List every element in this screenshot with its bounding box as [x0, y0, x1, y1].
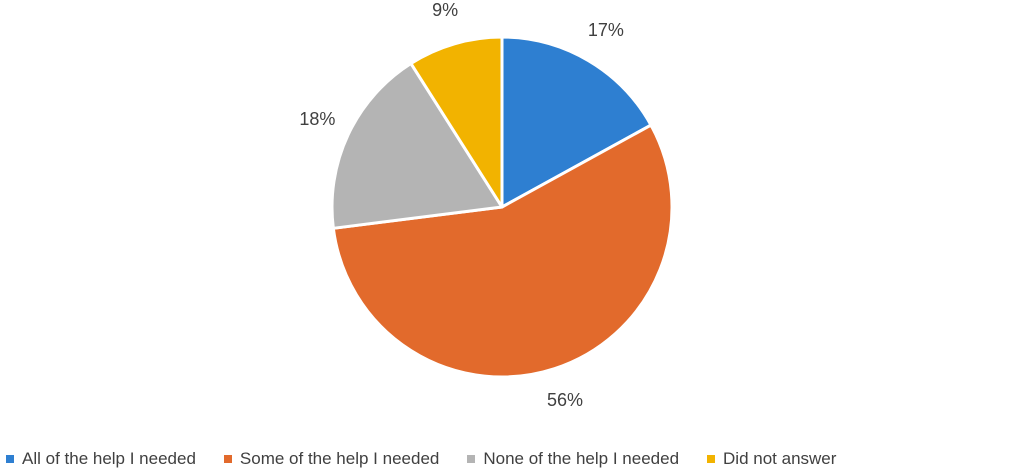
legend-label: All of the help I needed	[22, 449, 196, 468]
data-label-some-of-the-help-i-needed: 56%	[547, 390, 583, 410]
pie-labels: 17% 56% 18% 9%	[299, 0, 623, 410]
legend-label: Some of the help I needed	[239, 449, 440, 468]
pie-slice-some-of-the-help-i-needed	[331, 123, 674, 379]
legend-item-some-of-the-help-i-needed: Some of the help I needed	[223, 449, 440, 469]
legend: All of the help I needed Some of the help…	[6, 448, 1006, 470]
legend-swatch	[223, 455, 232, 463]
legend-swatch	[6, 455, 14, 463]
pie-slice-all-of-the-help-i-needed	[500, 35, 653, 209]
pie-slices	[330, 35, 674, 379]
legend-item-all-of-the-help-i-needed: All of the help I needed	[6, 449, 196, 469]
pie-slice-none-of-the-help-i-needed	[330, 61, 504, 230]
legend-item-none-of-the-help-i-needed: None of the help I needed	[467, 449, 679, 469]
data-label-all-of-the-help-i-needed: 17%	[588, 20, 624, 40]
legend-label: Did not answer	[723, 449, 837, 468]
data-label-none-of-the-help-i-needed: 18%	[299, 109, 335, 129]
legend-label: None of the help I needed	[483, 449, 680, 468]
legend-swatch	[707, 455, 716, 463]
legend-item-did-not-answer: Did not answer	[707, 449, 836, 469]
data-label-did-not-answer: 9%	[432, 0, 458, 20]
pie-slice-did-not-answer	[409, 35, 504, 209]
legend-swatch	[467, 455, 476, 463]
